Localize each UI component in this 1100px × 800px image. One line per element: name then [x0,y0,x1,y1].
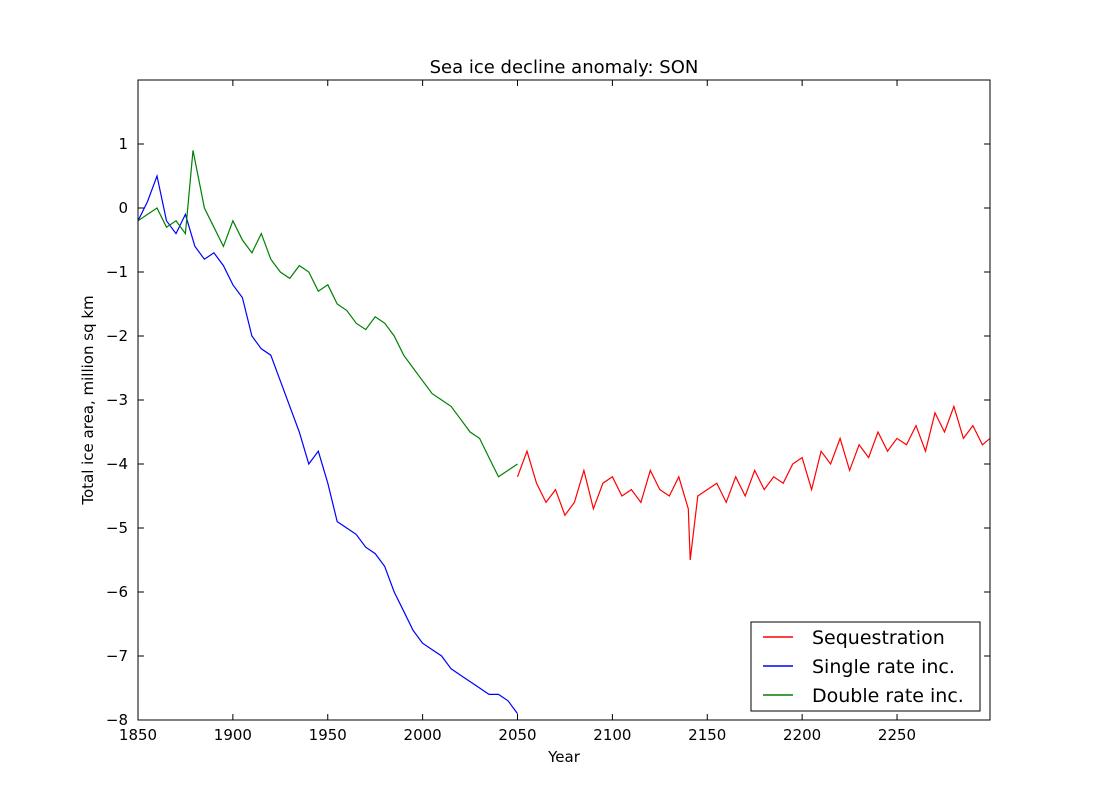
x-axis-label: Year [547,748,581,766]
y-tick-label: 1 [118,135,128,153]
series-layer [138,150,990,714]
y-axis-label: Total ice area, million sq km [79,295,97,505]
x-tick-label: 2250 [878,726,916,744]
x-tick-label: 2150 [688,726,726,744]
y-tick-label: −4 [106,455,128,473]
legend: Sequestration Single rate inc. Double rate… [750,621,981,712]
series-line-sequestration [516,404,990,561]
y-tick-label: −3 [106,391,128,409]
y-tick-label: −8 [106,711,128,729]
chart-title: Sea ice decline anomaly: SON [430,57,699,78]
y-tick-label: −2 [106,327,128,345]
series-line-double-rate-inc [138,150,518,478]
plot-frame [137,79,991,721]
x-tick-label: 2100 [593,726,631,744]
y-tick-label: −7 [106,647,128,665]
x-tick-label: 1950 [309,726,347,744]
y-tick-label: −5 [106,519,128,537]
y-tick-label: 0 [118,199,128,217]
x-tick-label: 2200 [783,726,821,744]
x-tick-label: 2000 [404,726,442,744]
legend-label: Sequestration [812,627,945,649]
x-tick-label: 1900 [214,726,252,744]
y-tick-label: −1 [106,263,128,281]
x-tick-label: 1850 [119,726,157,744]
x-tick-label: 2050 [498,726,536,744]
legend-label: Double rate inc. [812,685,964,707]
legend-label: Single rate inc. [812,656,955,678]
series-line-single-rate-inc [138,173,518,714]
ticks-layer: 1850 1900 1950 2000 2050 2100 2150 2200 2250 1 0 −1… [106,80,990,744]
y-tick-label: −6 [106,583,128,601]
